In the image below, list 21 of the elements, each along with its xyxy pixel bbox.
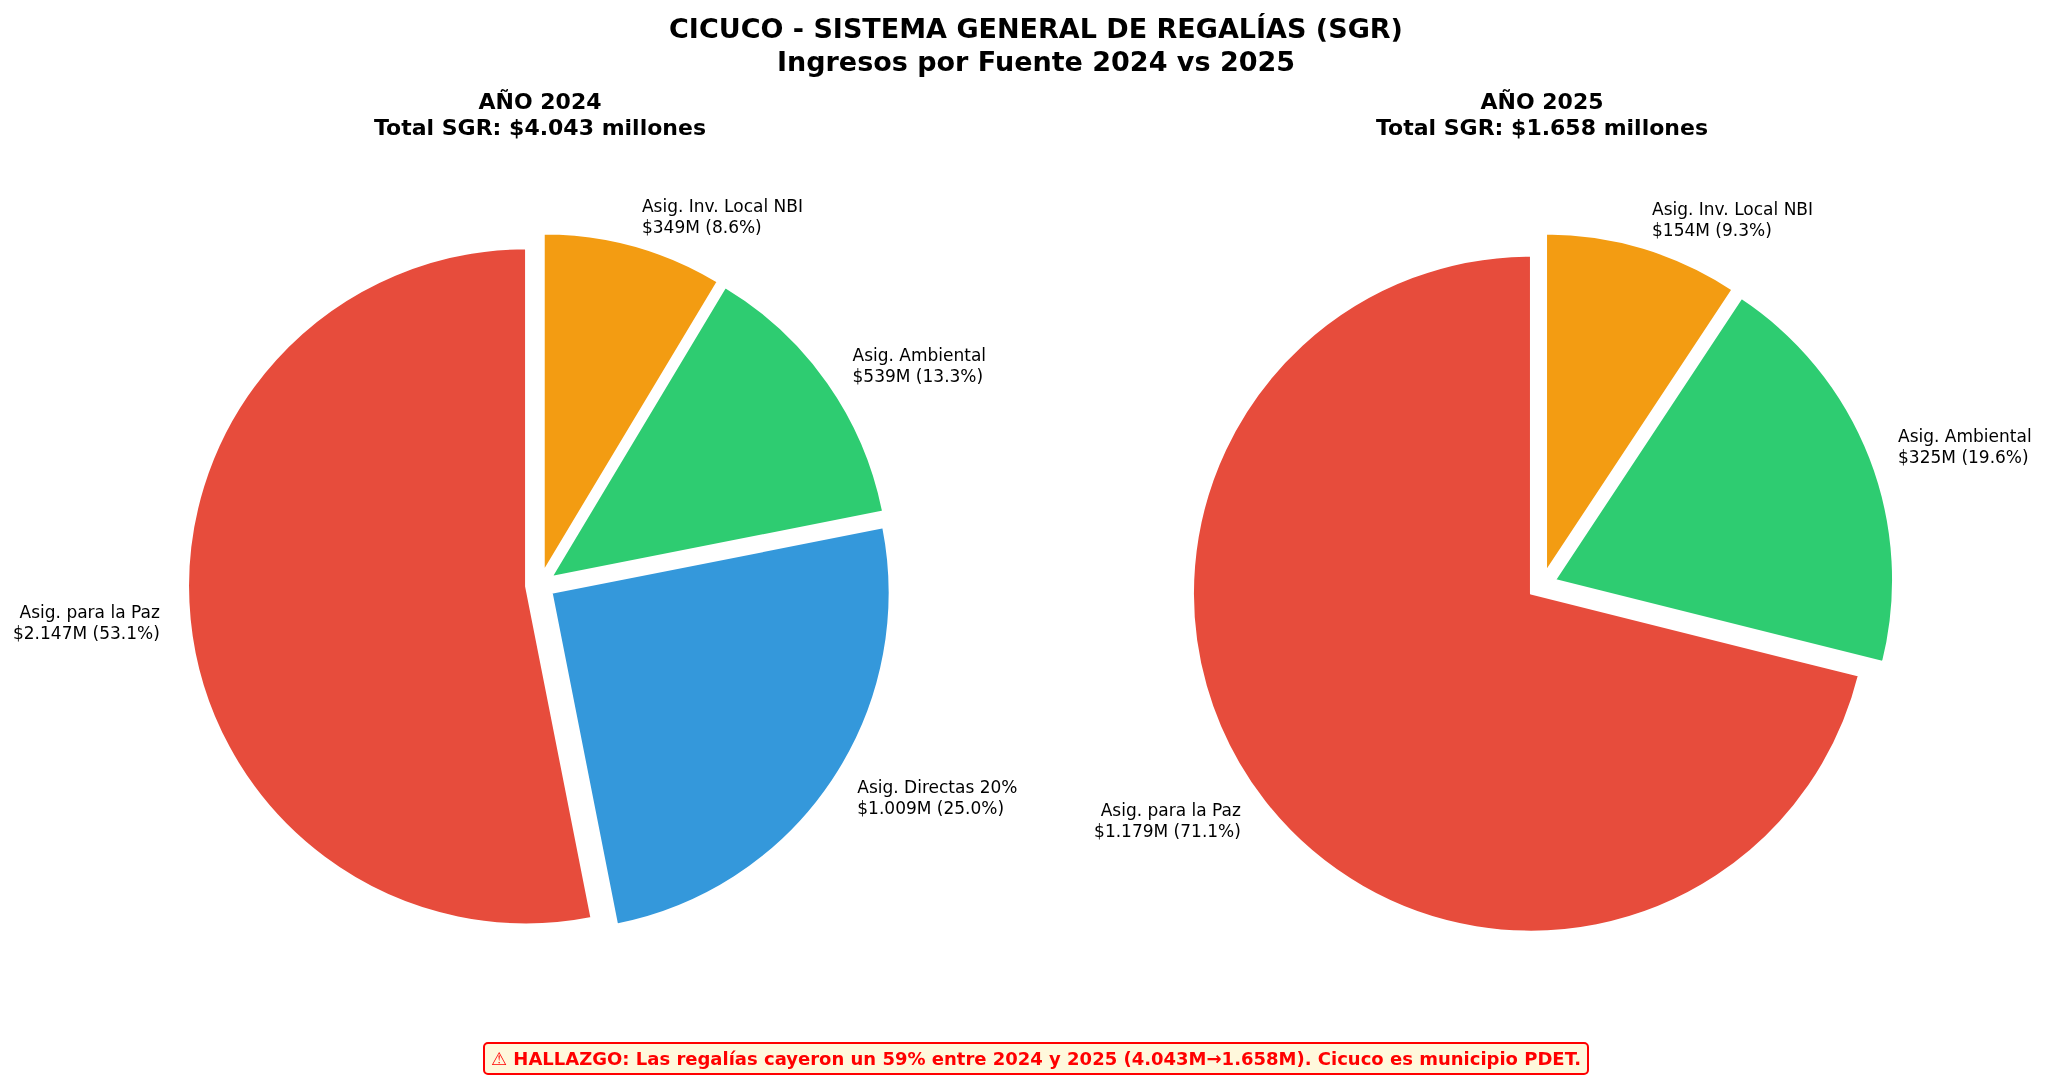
slice-label: Asig. para la Paz bbox=[1100, 799, 1241, 820]
data-label: $1.009M (25.0%) bbox=[857, 798, 1005, 819]
chart-title: AÑO 2025 bbox=[1480, 88, 1604, 114]
slice-label: Asig. Ambiental bbox=[1898, 426, 2032, 447]
chart-subtitle: Total SGR: $1.658 millones bbox=[1376, 114, 1708, 140]
data-label: $154M (9.3%) bbox=[1652, 219, 1772, 240]
slice-label: Asig. Inv. Local NBI bbox=[1652, 198, 1814, 219]
text: ⚠ HALLAZGO: Las regalías cayeron un 59% entre 2024 y 2025 (4.043M→1.658M). Cicuco es municipio PDET. bbox=[482, 1042, 1590, 1075]
data-label: $2.147M (53.1%) bbox=[12, 622, 160, 643]
slice-label: Asig. Inv. Local NBI bbox=[641, 196, 803, 217]
chart-title: AÑO 2024 bbox=[478, 88, 602, 114]
data-label: $349M (8.6%) bbox=[641, 217, 762, 238]
slice-label: Asig. para la Paz bbox=[19, 601, 160, 622]
data-label: $539M (13.3%) bbox=[852, 365, 984, 386]
slice-label: Asig. Directas 20% bbox=[857, 777, 1018, 798]
chart-subtitle: Total SGR: $4.043 millones bbox=[374, 114, 706, 140]
data-label: $1.179M (71.1%) bbox=[1094, 820, 1241, 841]
data-label: $325M (19.6%) bbox=[1898, 447, 2029, 468]
text: CICUCO - SISTEMA GENERAL DE REGALÍAS (SGR) bbox=[668, 12, 1404, 45]
slice-label: Asig. Ambiental bbox=[852, 344, 987, 365]
text: Ingresos por Fuente 2024 vs 2025 bbox=[775, 45, 1297, 78]
